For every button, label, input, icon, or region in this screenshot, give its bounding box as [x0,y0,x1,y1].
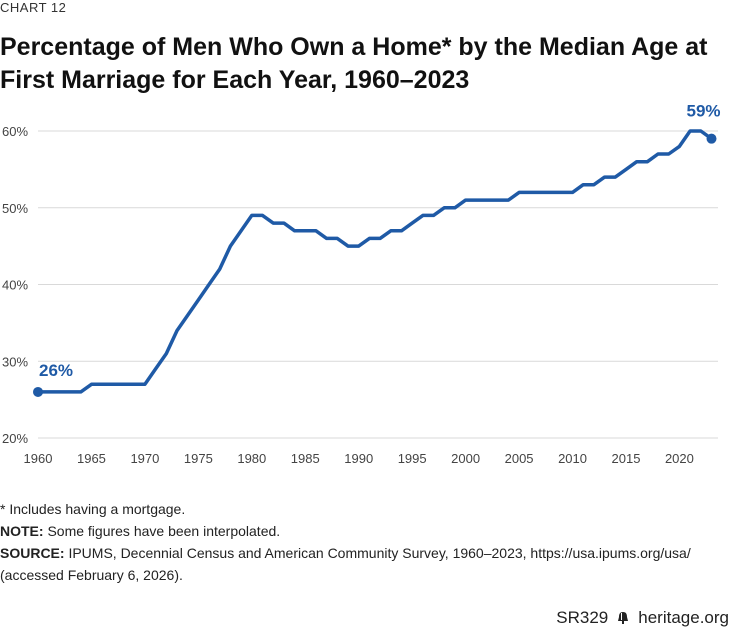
x-tick-label: 1995 [398,451,427,466]
note-text: Some figures have been interpolated. [43,523,281,539]
x-tick-label: 1970 [130,451,159,466]
x-axis-ticks: 1960 1965 1970 1975 1980 1985 1990 1995 2000 2005… [24,451,694,466]
x-tick-label: 2015 [612,451,641,466]
x-tick-label: 2020 [665,451,694,466]
endpoint-marker [706,133,717,144]
note-label: NOTE: [0,523,44,539]
y-axis-ticks: 20% 30% 40% 50% 60% [2,124,28,446]
endpoint-marker [33,386,43,397]
y-tick-label: 30% [2,354,28,369]
series-line [36,129,714,394]
source-label: SOURCE: [0,545,65,561]
y-tick-label: 40% [2,278,28,293]
chart-title: Percentage of Men Who Own a Home* by the… [0,33,708,94]
x-tick-label: 1975 [184,451,213,466]
annotation-group: 26% 59% [33,102,721,397]
x-tick-label: 1985 [291,451,320,466]
liberty-bell-icon [618,612,629,624]
footer: SR329 heritage.org [556,608,729,628]
line-chart: 20% 30% 40% 50% 60% 1960 1965 1970 1975 1980 1985… [2,102,721,466]
series-group [36,129,714,394]
data-label: 59% [686,102,720,121]
x-tick-label: 1980 [237,451,266,466]
x-tick-label: 2010 [558,451,587,466]
grid-lines [38,130,718,439]
source-text: IPUMS, Decennial Census and American Com… [0,545,691,583]
chart-notes: * Includes having a mortgage. NOTE: Some… [0,498,730,586]
data-label: 26% [39,361,73,380]
note-line: NOTE: Some figures have been interpolate… [0,520,730,542]
report-id: SR329 [556,608,609,627]
x-tick-label: 2005 [505,451,534,466]
y-tick-label: 60% [2,124,28,139]
site-link[interactable]: heritage.org [638,608,729,627]
chart-number-label: CHART 12 [0,0,67,15]
x-tick-label: 1960 [24,451,53,466]
y-tick-label: 50% [2,201,28,216]
x-tick-label: 2000 [451,451,480,466]
x-tick-label: 1965 [77,451,106,466]
asterisk-note: * Includes having a mortgage. [0,501,186,517]
y-tick-label: 20% [2,431,28,446]
x-tick-label: 1990 [344,451,373,466]
source-line: SOURCE: IPUMS, Decennial Census and Amer… [0,542,730,586]
